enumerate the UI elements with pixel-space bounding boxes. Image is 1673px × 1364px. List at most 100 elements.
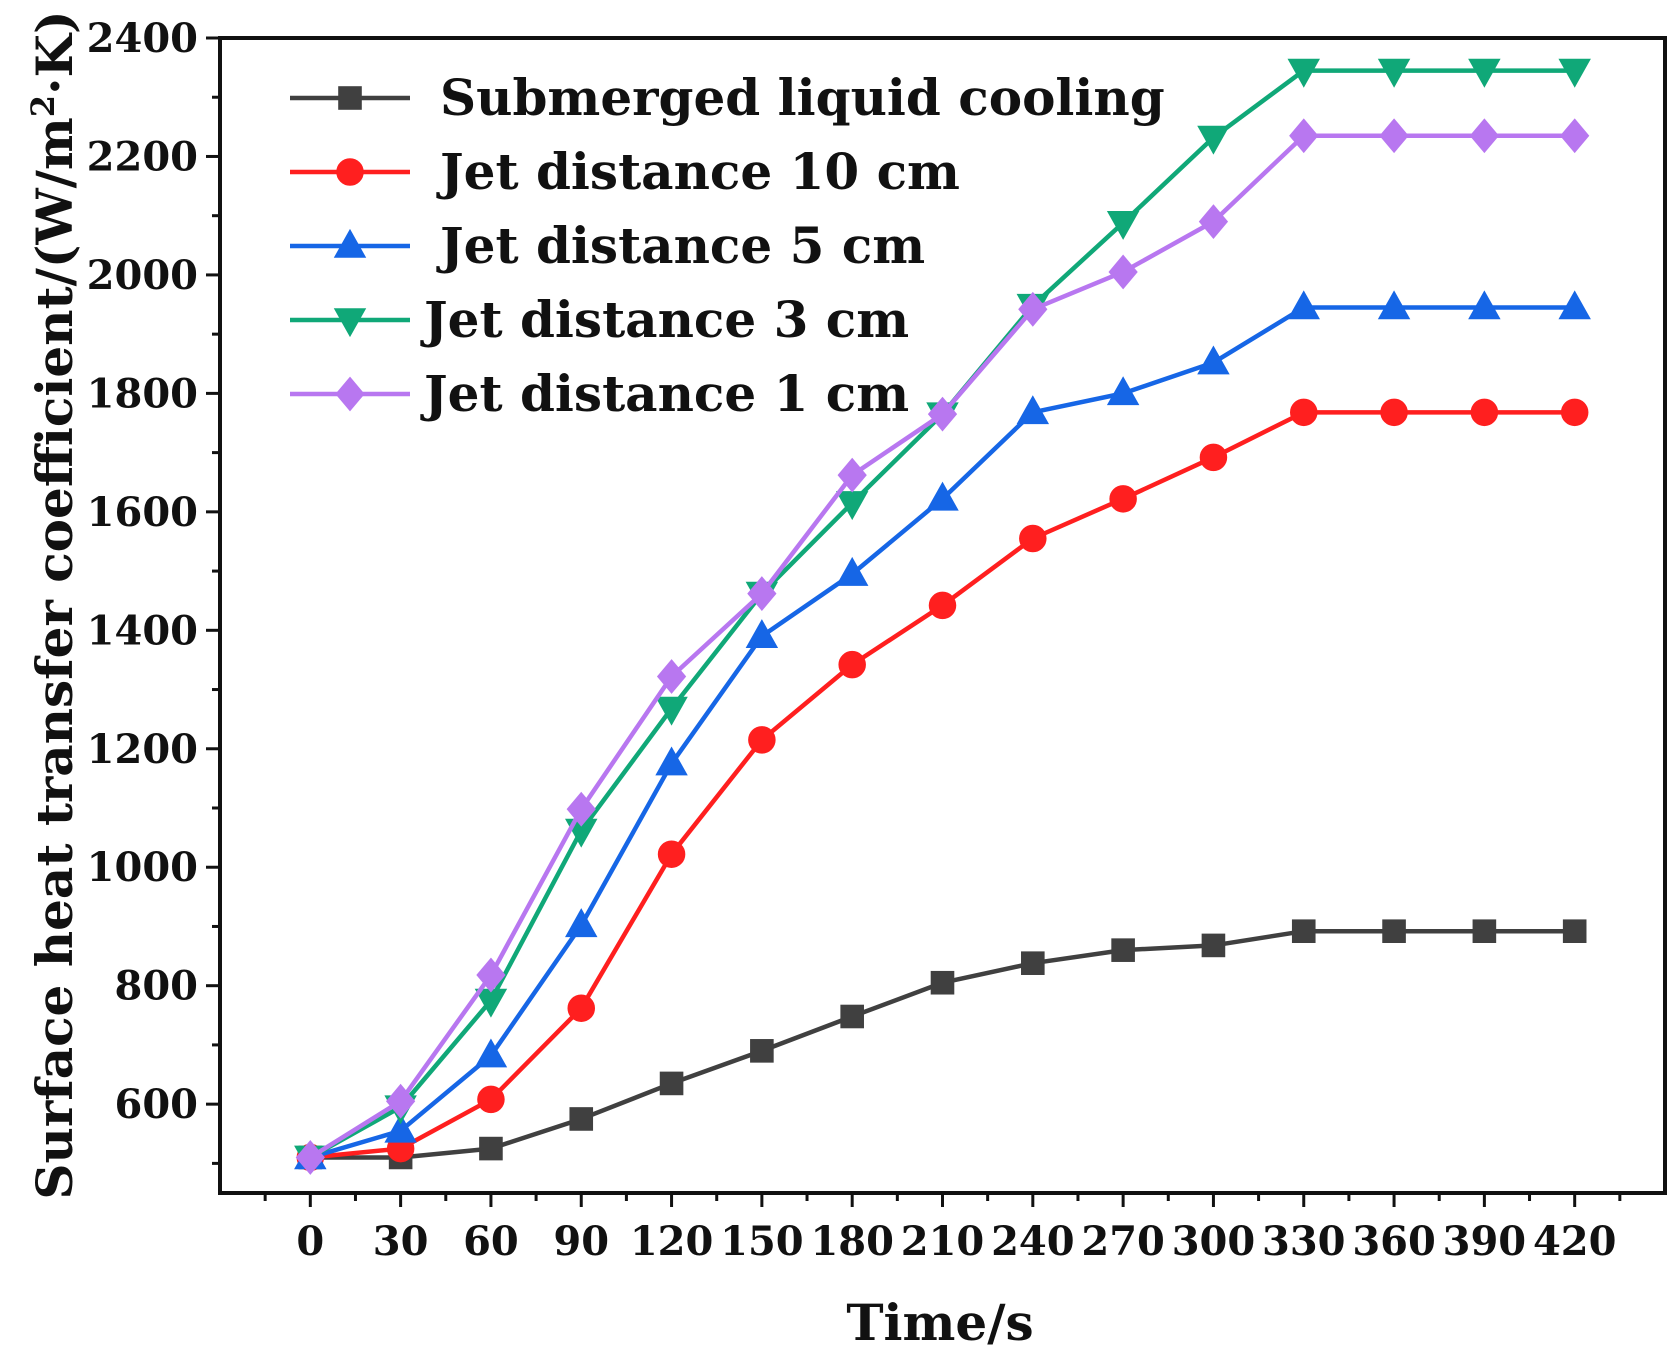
data-point — [479, 1136, 503, 1161]
data-point — [1021, 951, 1045, 975]
data-point — [750, 1039, 774, 1063]
data-point — [745, 619, 779, 649]
x-tick-label: 120 — [630, 1218, 714, 1265]
legend-label: Jet distance 1 cm — [420, 364, 909, 423]
legend-label: Submerged liquid cooling — [440, 68, 1165, 127]
data-point — [1016, 395, 1050, 425]
data-point — [1106, 376, 1140, 406]
x-tick-label: 150 — [720, 1218, 804, 1265]
data-point — [1377, 290, 1411, 320]
data-point — [1291, 919, 1316, 944]
data-point — [1380, 398, 1408, 427]
x-tick-label: 180 — [810, 1218, 894, 1265]
data-point — [385, 1083, 416, 1119]
data-point — [1287, 58, 1320, 88]
y-tick-label: 800 — [115, 963, 199, 1010]
data-point — [565, 908, 598, 938]
data-point — [1111, 938, 1135, 962]
data-point — [659, 1071, 684, 1096]
series-jet-distance-10-cm — [296, 398, 1589, 1172]
y-axis-title-superscript: 2 — [24, 95, 62, 117]
data-point — [657, 840, 686, 868]
x-tick-label: 420 — [1533, 1218, 1617, 1265]
data-point — [1199, 443, 1228, 472]
data-point — [384, 1113, 417, 1143]
x-tick-label: 360 — [1352, 1218, 1436, 1265]
series-line — [309, 305, 1575, 1160]
data-point — [656, 659, 687, 694]
data-point — [1560, 118, 1590, 154]
legend-item: Jet distance 1 cm — [290, 364, 909, 423]
data-point — [1379, 118, 1409, 154]
legend-marker — [333, 228, 367, 258]
data-point — [1558, 290, 1591, 320]
data-point — [1562, 919, 1587, 944]
data-point — [1377, 58, 1411, 88]
data-point — [927, 396, 958, 432]
x-tick-label: 390 — [1443, 1218, 1527, 1265]
data-point — [1197, 125, 1230, 155]
x-tick-label: 30 — [373, 1218, 429, 1265]
data-point — [655, 696, 688, 726]
legend-label: Jet distance 3 cm — [420, 290, 909, 349]
legend-item: Jet distance 5 cm — [290, 216, 925, 275]
data-point — [1201, 933, 1226, 958]
x-tick-label: 90 — [553, 1218, 609, 1265]
y-axis-title-prefix: Surface heat transfer coefficient/(W/m — [25, 117, 84, 1199]
data-point — [567, 994, 595, 1022]
data-point — [1198, 204, 1229, 240]
data-point — [926, 481, 959, 511]
x-tick-label: 210 — [901, 1218, 985, 1265]
y-tick-label: 1200 — [87, 726, 198, 773]
series-layer — [294, 58, 1591, 1175]
series-line — [309, 133, 1575, 1160]
data-point — [1290, 398, 1318, 427]
y-tick-label: 2200 — [87, 133, 198, 180]
y-tick-label: 1400 — [87, 607, 198, 654]
data-point — [655, 746, 688, 776]
data-point — [1197, 345, 1230, 375]
x-tick-label: 330 — [1262, 1218, 1346, 1265]
data-point — [838, 650, 866, 679]
series-submerged-liquid-cooling — [298, 919, 1587, 1170]
legend-marker — [333, 308, 367, 338]
legend-marker — [336, 158, 364, 186]
legend: Submerged liquid cooling Jet distance 10 … — [290, 68, 1165, 423]
y-axis-title-suffix: ·K) — [25, 10, 84, 95]
data-point — [476, 957, 506, 993]
data-point — [569, 1107, 594, 1131]
legend-label: Jet distance 5 cm — [436, 216, 925, 275]
x-tick-label: 0 — [296, 1218, 324, 1265]
data-point — [1469, 118, 1500, 154]
data-point — [928, 591, 957, 620]
data-point — [1472, 919, 1497, 944]
data-point — [748, 726, 776, 754]
legend-item: Jet distance 10 cm — [290, 142, 960, 201]
data-point — [474, 1038, 508, 1068]
x-tick-label: 300 — [1172, 1218, 1256, 1265]
x-tick-label: 270 — [1081, 1218, 1165, 1265]
data-point — [1106, 211, 1140, 240]
y-axis-title: Surface heat transfer coefficient/(W/m2·… — [24, 10, 84, 1199]
plot-frame — [218, 36, 1667, 1195]
data-point — [1468, 58, 1501, 88]
data-point — [1018, 291, 1048, 327]
data-point — [1468, 290, 1501, 320]
legend-item: Jet distance 3 cm — [290, 290, 909, 349]
y-tick-label: 1800 — [87, 370, 198, 417]
legend-marker — [335, 376, 365, 412]
data-point — [840, 1004, 864, 1029]
x-tick-label: 60 — [463, 1218, 519, 1265]
data-point — [747, 576, 777, 612]
data-point — [1019, 524, 1047, 553]
legend-label: Jet distance 10 cm — [436, 142, 960, 201]
legend-item: Submerged liquid cooling — [290, 68, 1165, 127]
series-jet-distance-5-cm — [294, 290, 1591, 1170]
legend-marker — [338, 86, 362, 110]
y-tick-label: 2400 — [87, 15, 198, 62]
data-point — [477, 1085, 505, 1114]
tick-labels: 600 800 1000 1200 1400 1600 1800 2000 2200 2400 0 3… — [87, 15, 1617, 1265]
data-point — [295, 1140, 325, 1175]
data-point — [1382, 919, 1406, 944]
